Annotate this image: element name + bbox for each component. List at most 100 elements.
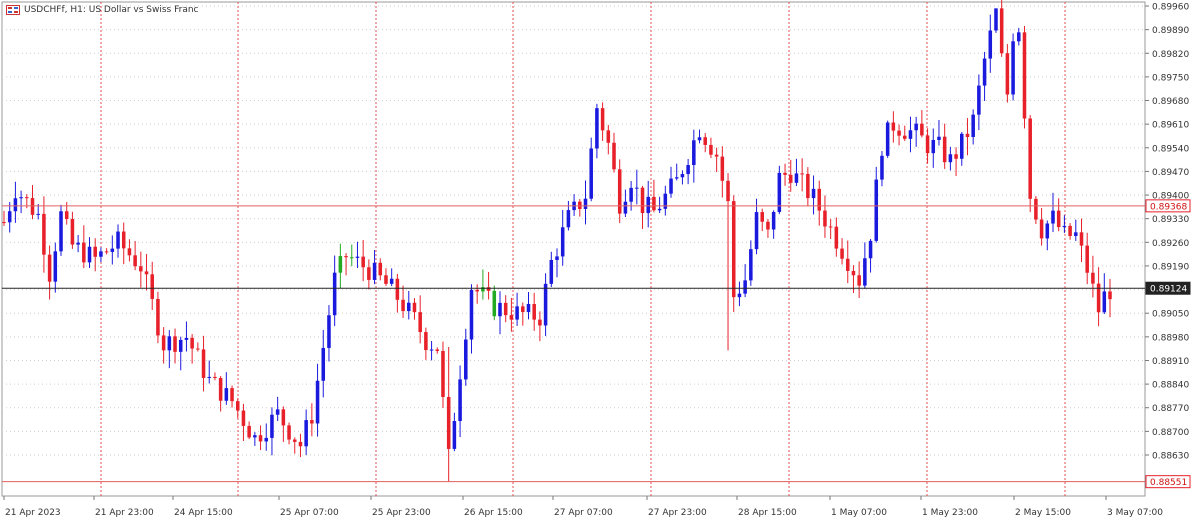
candle-body[interactable] bbox=[549, 259, 554, 284]
candle-body[interactable] bbox=[788, 174, 793, 183]
candle-body[interactable] bbox=[116, 231, 120, 249]
candle-body[interactable] bbox=[954, 154, 958, 159]
candle-body[interactable] bbox=[697, 137, 702, 141]
candle-body[interactable] bbox=[407, 302, 411, 312]
candle-body[interactable] bbox=[977, 85, 981, 115]
candle-body[interactable] bbox=[213, 376, 217, 378]
candle-body[interactable] bbox=[652, 196, 656, 211]
candle-body[interactable] bbox=[885, 122, 890, 156]
candle-body[interactable] bbox=[150, 274, 154, 299]
candle-body[interactable] bbox=[840, 248, 844, 259]
candle-body[interactable] bbox=[349, 257, 354, 259]
candle-body[interactable] bbox=[503, 302, 508, 316]
candle-body[interactable] bbox=[76, 242, 80, 245]
candle-body[interactable] bbox=[538, 319, 542, 326]
candle-body[interactable] bbox=[937, 136, 941, 140]
candle-body[interactable] bbox=[327, 315, 331, 348]
candle-body[interactable] bbox=[1017, 32, 1021, 42]
candle-body[interactable] bbox=[817, 188, 822, 211]
candle-body[interactable] bbox=[834, 226, 839, 249]
candle-body[interactable] bbox=[623, 201, 628, 214]
candle-body[interactable] bbox=[201, 349, 206, 378]
candle-body[interactable] bbox=[110, 248, 115, 252]
candle-body[interactable] bbox=[287, 425, 291, 440]
candle-body[interactable] bbox=[1079, 232, 1084, 246]
candle-body[interactable] bbox=[178, 339, 183, 352]
candle-body[interactable] bbox=[948, 154, 953, 163]
candle-body[interactable] bbox=[692, 140, 696, 166]
candle-body[interactable] bbox=[281, 409, 286, 426]
candle-body[interactable] bbox=[908, 130, 913, 139]
candle-body[interactable] bbox=[498, 302, 502, 317]
candle-body[interactable] bbox=[823, 210, 827, 227]
candle-body[interactable] bbox=[806, 173, 810, 199]
candle-body[interactable] bbox=[70, 219, 75, 245]
candle-body[interactable] bbox=[59, 211, 63, 252]
candle-body[interactable] bbox=[828, 226, 833, 228]
candle-body[interactable] bbox=[509, 315, 514, 320]
candle-body[interactable] bbox=[754, 212, 759, 250]
candle-body[interactable] bbox=[1028, 118, 1032, 199]
candle-body[interactable] bbox=[1102, 291, 1107, 313]
candle-body[interactable] bbox=[635, 187, 639, 189]
candle-body[interactable] bbox=[156, 298, 160, 336]
candle-body[interactable] bbox=[891, 122, 896, 131]
candle-body[interactable] bbox=[87, 246, 92, 263]
candle-body[interactable] bbox=[532, 303, 536, 320]
candle-body[interactable] bbox=[230, 388, 234, 402]
candle-body[interactable] bbox=[173, 336, 177, 352]
candle-body[interactable] bbox=[640, 187, 645, 214]
candle-body[interactable] bbox=[241, 410, 246, 426]
candle-body[interactable] bbox=[771, 211, 776, 230]
candle-body[interactable] bbox=[578, 201, 582, 209]
candle-body[interactable] bbox=[731, 201, 736, 298]
candle-body[interactable] bbox=[999, 8, 1004, 54]
candle-body[interactable] bbox=[914, 123, 918, 131]
candle-body[interactable] bbox=[1056, 210, 1061, 228]
candle-body[interactable] bbox=[481, 287, 485, 292]
candle-body[interactable] bbox=[560, 227, 565, 257]
candle-body[interactable] bbox=[7, 211, 12, 223]
candle-body[interactable] bbox=[988, 30, 993, 59]
candle-body[interactable] bbox=[64, 211, 69, 220]
candle-body[interactable] bbox=[264, 437, 269, 442]
candle-body[interactable] bbox=[127, 248, 132, 256]
candle-body[interactable] bbox=[566, 210, 571, 228]
candle-body[interactable] bbox=[1022, 32, 1027, 119]
candle-body[interactable] bbox=[224, 388, 229, 401]
candle-body[interactable] bbox=[760, 212, 765, 222]
candle-body[interactable] bbox=[458, 379, 462, 422]
candle-body[interactable] bbox=[1085, 245, 1089, 273]
candle-body[interactable] bbox=[452, 421, 457, 449]
candle-body[interactable] bbox=[441, 350, 445, 397]
candle-body[interactable] bbox=[982, 58, 987, 86]
candle-body[interactable] bbox=[292, 439, 297, 442]
candle-body[interactable] bbox=[418, 312, 422, 333]
candle-body[interactable] bbox=[902, 135, 907, 139]
candle-body[interactable] bbox=[1068, 225, 1072, 236]
candle-body[interactable] bbox=[994, 8, 998, 31]
candle-body[interactable] bbox=[766, 221, 770, 230]
candle-body[interactable] bbox=[703, 137, 707, 145]
candle-body[interactable] bbox=[429, 349, 434, 351]
candle-body[interactable] bbox=[663, 193, 668, 209]
candle-body[interactable] bbox=[1045, 223, 1050, 239]
candle-body[interactable] bbox=[960, 133, 964, 159]
candle-body[interactable] bbox=[247, 425, 251, 438]
candle-body[interactable] bbox=[674, 177, 679, 179]
candle-body[interactable] bbox=[811, 188, 816, 199]
candle-body[interactable] bbox=[253, 435, 257, 438]
candle-body[interactable] bbox=[794, 173, 799, 183]
candle-body[interactable] bbox=[13, 198, 18, 212]
candle-body[interactable] bbox=[1091, 272, 1095, 284]
candle-body[interactable] bbox=[1039, 219, 1044, 239]
candle-body[interactable] bbox=[475, 289, 479, 292]
candle-body[interactable] bbox=[184, 337, 189, 340]
candle-body[interactable] bbox=[657, 208, 662, 211]
candle-body[interactable] bbox=[743, 280, 747, 294]
candle-body[interactable] bbox=[464, 339, 468, 380]
candle-body[interactable] bbox=[709, 144, 713, 155]
candle-body[interactable] bbox=[389, 278, 394, 284]
candle-body[interactable] bbox=[367, 267, 371, 280]
candle-body[interactable] bbox=[332, 272, 337, 316]
